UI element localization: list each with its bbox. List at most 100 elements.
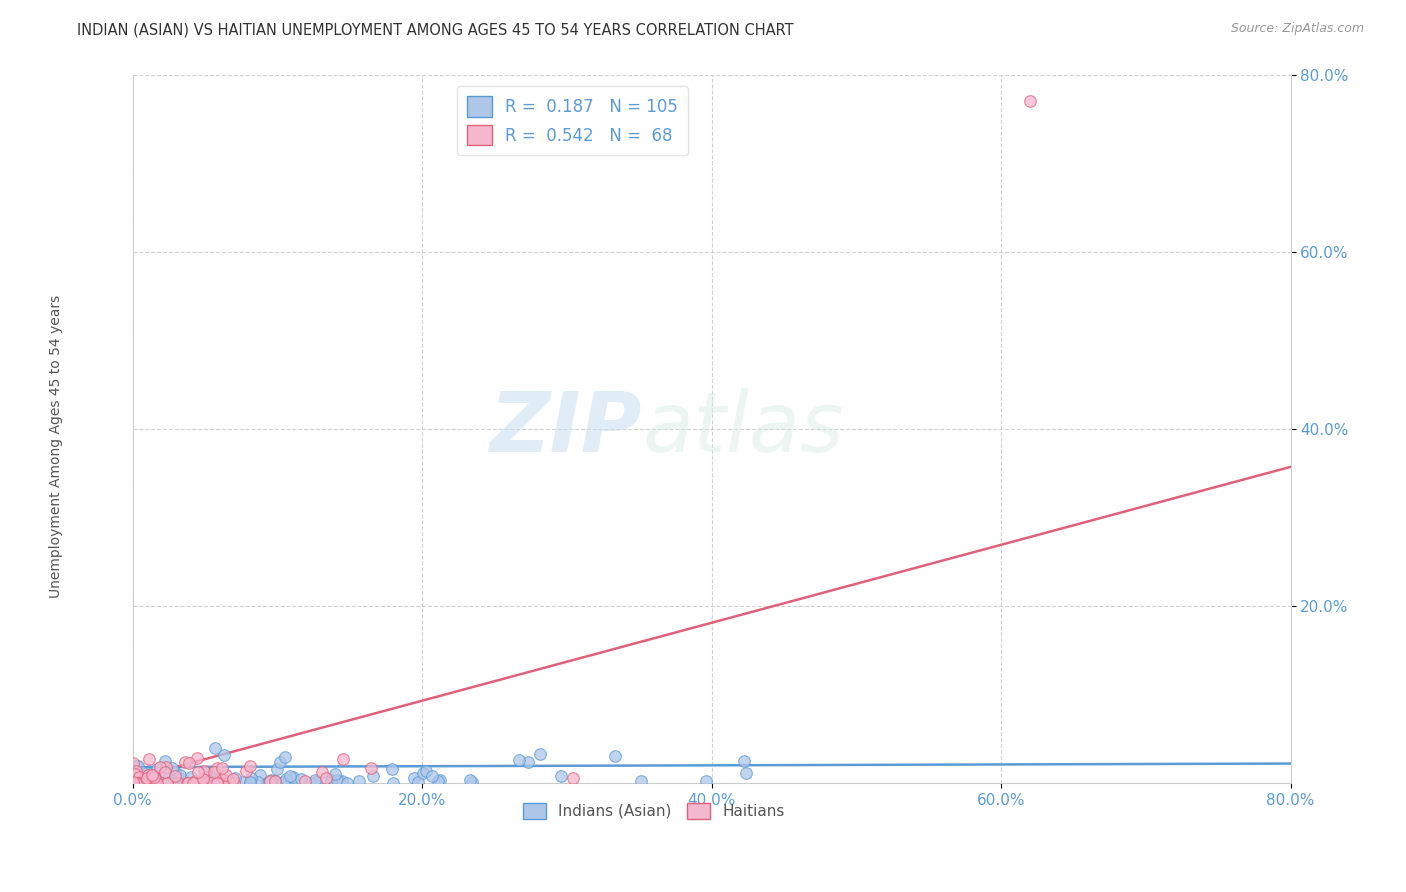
Point — [153, 755, 176, 769]
Point — [205, 761, 228, 775]
Point — [420, 769, 443, 783]
Point — [212, 747, 235, 762]
Point — [202, 768, 225, 782]
Point — [382, 775, 405, 789]
Point — [412, 765, 434, 780]
Point — [146, 763, 169, 777]
Point — [195, 775, 218, 789]
Point — [156, 772, 179, 787]
Point — [269, 755, 291, 769]
Point — [134, 775, 156, 789]
Point — [191, 772, 214, 786]
Point — [304, 773, 326, 788]
Point — [127, 776, 149, 790]
Text: ZIP: ZIP — [489, 388, 643, 469]
Point — [134, 776, 156, 790]
Point — [156, 776, 179, 790]
Point — [131, 775, 153, 789]
Point — [177, 756, 200, 771]
Point — [224, 771, 246, 785]
Point — [122, 768, 145, 782]
Point — [194, 770, 217, 784]
Point — [135, 773, 157, 788]
Point — [128, 770, 150, 784]
Point — [402, 771, 425, 785]
Point — [326, 773, 349, 788]
Point — [734, 766, 756, 780]
Point — [170, 772, 193, 786]
Point — [127, 771, 149, 785]
Point — [188, 775, 211, 789]
Point — [128, 776, 150, 790]
Point — [131, 765, 153, 780]
Point — [605, 749, 627, 764]
Point — [125, 775, 148, 789]
Point — [145, 776, 167, 790]
Point — [153, 765, 176, 780]
Point — [273, 775, 295, 789]
Point — [235, 764, 257, 779]
Legend: Indians (Asian), Haitians: Indians (Asian), Haitians — [517, 797, 790, 825]
Point — [122, 756, 145, 770]
Point — [163, 764, 186, 779]
Point — [127, 758, 149, 772]
Point — [122, 773, 145, 788]
Point — [127, 772, 149, 786]
Point — [1019, 94, 1042, 108]
Point — [165, 769, 187, 783]
Point — [207, 768, 229, 782]
Point — [138, 774, 160, 789]
Point — [135, 772, 157, 786]
Point — [202, 774, 225, 789]
Point — [224, 775, 246, 789]
Point — [232, 775, 254, 789]
Point — [139, 766, 162, 780]
Point — [332, 751, 354, 765]
Point — [415, 764, 437, 778]
Point — [136, 775, 159, 789]
Point — [239, 774, 262, 789]
Point — [550, 769, 572, 783]
Point — [129, 776, 152, 790]
Point — [695, 774, 717, 789]
Point — [183, 774, 205, 789]
Point — [207, 775, 229, 789]
Point — [259, 773, 281, 788]
Point — [211, 761, 233, 775]
Point — [131, 772, 153, 786]
Point — [124, 766, 146, 780]
Point — [290, 772, 312, 786]
Point — [156, 776, 179, 790]
Point — [204, 776, 226, 790]
Point — [209, 772, 232, 787]
Point — [517, 755, 540, 769]
Point — [274, 749, 297, 764]
Point — [508, 753, 530, 767]
Point — [141, 768, 163, 782]
Point — [461, 775, 484, 789]
Point — [136, 768, 159, 782]
Text: INDIAN (ASIAN) VS HAITIAN UNEMPLOYMENT AMONG AGES 45 TO 54 YEARS CORRELATION CHA: INDIAN (ASIAN) VS HAITIAN UNEMPLOYMENT A… — [77, 22, 794, 37]
Point — [122, 766, 145, 780]
Point — [125, 759, 148, 773]
Point — [209, 775, 232, 789]
Point — [215, 767, 238, 781]
Point — [177, 775, 200, 789]
Point — [134, 774, 156, 789]
Point — [266, 762, 288, 776]
Point — [173, 755, 195, 769]
Point — [142, 770, 165, 784]
Point — [330, 773, 353, 788]
Point — [304, 775, 326, 789]
Point — [363, 769, 385, 783]
Point — [187, 765, 209, 780]
Point — [263, 773, 285, 788]
Point — [256, 776, 278, 790]
Point — [160, 776, 183, 790]
Point — [149, 760, 172, 774]
Point — [209, 776, 232, 790]
Point — [214, 775, 236, 789]
Point — [529, 747, 551, 762]
Point — [319, 772, 342, 787]
Point — [211, 772, 233, 786]
